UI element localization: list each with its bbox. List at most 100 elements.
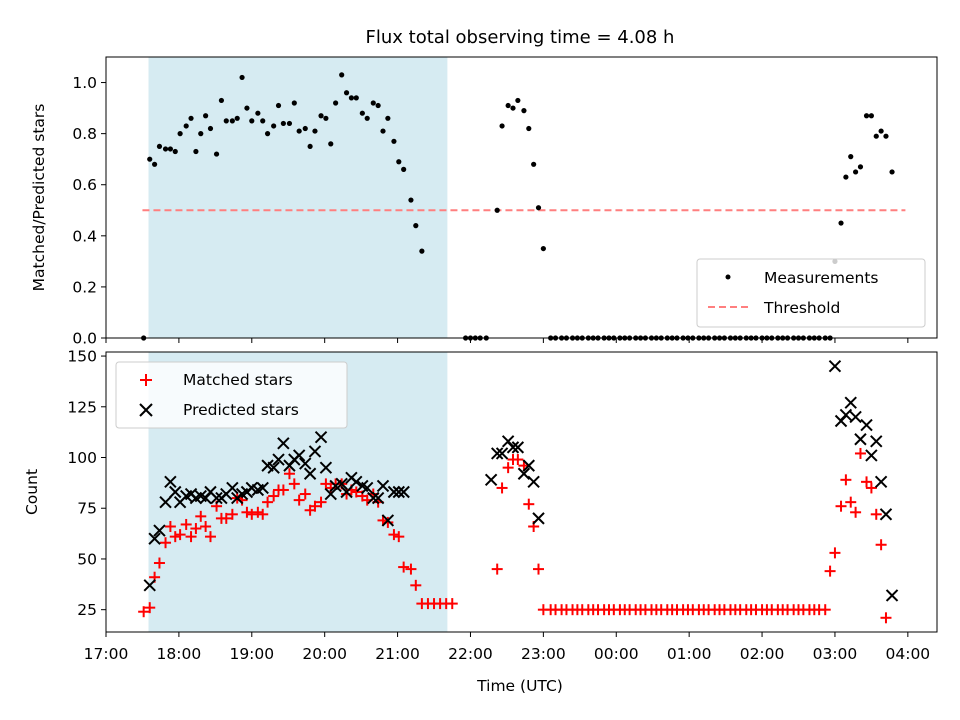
predicted-star-point (527, 475, 540, 489)
matched-star-point (293, 494, 305, 506)
top-axes-frame (105, 56, 938, 339)
measurement-point (531, 161, 537, 167)
predicted-star-point (256, 481, 269, 495)
measurement-point (391, 138, 397, 144)
matched-star-point (180, 518, 192, 530)
predicted-star-point (335, 477, 348, 491)
measurement-point (328, 141, 334, 147)
matched-star-point (257, 508, 269, 520)
measurement-point (510, 105, 516, 111)
measurement-point (419, 248, 425, 254)
matched-star-point (262, 496, 274, 508)
predicted-star-point (870, 435, 883, 448)
measurement-point (540, 245, 546, 252)
measurement-point (873, 133, 879, 139)
measurement-point (193, 148, 199, 155)
measurement-point (878, 128, 884, 134)
predicted-star-point (874, 475, 888, 489)
measurement-point (863, 113, 870, 119)
top-y-tick-label: 0.0 (72, 330, 97, 348)
matched-star-point (840, 474, 852, 486)
measurement-point (312, 128, 318, 134)
measurement-point (396, 159, 402, 165)
matched-star-point (880, 612, 892, 624)
matched-star-point (446, 598, 458, 610)
measurement-point (375, 102, 381, 109)
predicted-star-point (367, 491, 380, 505)
measurement-point (218, 97, 225, 104)
matched-star-point (398, 561, 410, 573)
matched-star-point (153, 557, 165, 569)
measurement-point (177, 131, 183, 137)
predicted-star-point (272, 453, 285, 466)
bottom-y-tick-label: 75 (77, 500, 97, 518)
bottom-y-axis-label: Count (23, 469, 41, 515)
measurement-point (494, 207, 500, 213)
matched-star-point (850, 506, 862, 518)
matched-star-point (252, 506, 264, 518)
legend-marker-predicted (139, 403, 153, 417)
measurement-point (260, 118, 266, 124)
predicted-star-point (865, 449, 878, 462)
measurement-point (413, 223, 419, 229)
measurement-point (162, 146, 169, 152)
matched-star-point (226, 508, 238, 520)
x-axis-label: Time (UTC) (476, 677, 563, 695)
predicted-star-point (517, 467, 531, 480)
measurement-point (302, 125, 308, 132)
predicted-star-point (376, 479, 390, 493)
measurement-point (505, 102, 511, 109)
measurement-point (526, 125, 532, 132)
top-y-tick-label: 0.4 (72, 227, 97, 245)
measurement-point (296, 128, 302, 134)
measurement-point (521, 108, 527, 114)
predicted-star-point (860, 418, 873, 432)
predicted-star-point (828, 359, 842, 373)
measurement-point (408, 197, 414, 203)
predicted-star-point (319, 461, 333, 474)
predicted-star-point (532, 512, 545, 525)
measurement-point (380, 128, 386, 134)
measurement-point (515, 97, 521, 104)
bottom-legend: Matched stars Predicted stars (115, 361, 348, 429)
predicted-star-point (226, 481, 239, 495)
matched-star-point (393, 531, 405, 543)
predicted-star-point (511, 441, 525, 454)
measurement-point (333, 100, 339, 106)
bottom-legend-box (115, 361, 348, 429)
predicted-star-point (164, 475, 177, 489)
top-y-tick-label: 1.0 (72, 74, 97, 92)
legend-label-matched: Matched stars (183, 371, 293, 389)
predicted-star-point (495, 447, 509, 460)
matched-star-point (496, 482, 508, 494)
measurement-point (323, 115, 329, 121)
legend-label-measurements: Measurements (764, 269, 879, 287)
matched-star-point (246, 508, 258, 520)
bottom-y-tick-label: 100 (67, 449, 97, 467)
matched-star-point (845, 496, 857, 508)
measurement-point (255, 110, 261, 116)
matched-star-point (865, 482, 877, 494)
matched-star-point (819, 604, 831, 616)
matched-star-point (200, 520, 212, 532)
measurement-point (499, 123, 505, 129)
predicted-star-point (371, 491, 385, 505)
measurement-point (286, 120, 293, 127)
predicted-star-point (381, 514, 395, 527)
measurement-point (401, 166, 407, 172)
top-panel: 0.0 0.2 0.4 0.6 0.8 1.0 Matched/Predicted sta… (30, 56, 938, 348)
matched-star-point (309, 500, 321, 512)
measurement-point (264, 131, 271, 137)
matched-star-point (138, 606, 150, 618)
matched-star-point (190, 523, 202, 535)
top-legend-box (696, 258, 926, 328)
predicted-star-point (392, 485, 406, 499)
measurement-point (234, 115, 240, 121)
measurement-point (203, 113, 209, 119)
x-tick-label: 19:00 (229, 645, 274, 663)
measurement-point (229, 118, 235, 124)
matched-star-point (533, 563, 545, 575)
predicted-star-point (522, 459, 535, 472)
matched-star-point (350, 486, 362, 498)
